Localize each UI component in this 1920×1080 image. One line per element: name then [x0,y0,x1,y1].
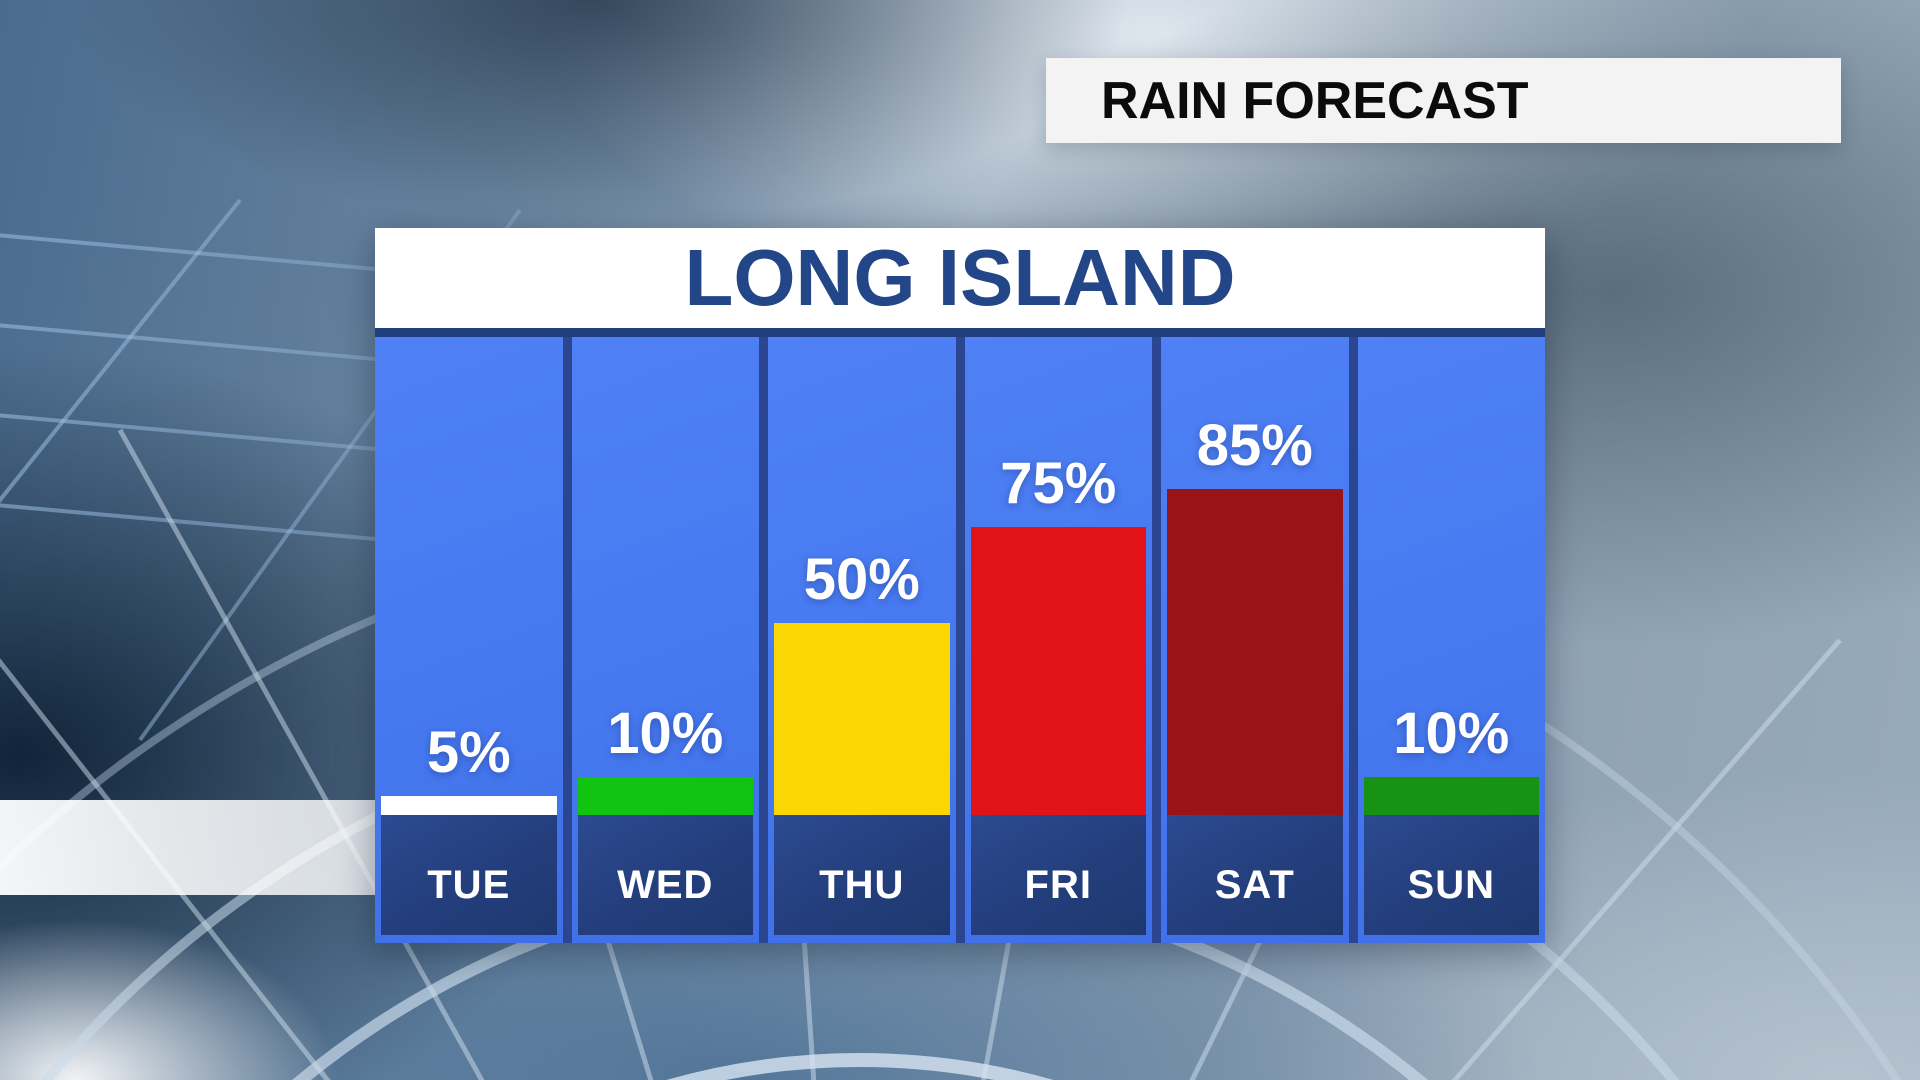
rain-forecast-title: RAIN FORECAST [1101,71,1529,130]
forecast-day-column: 10% SUN [1357,337,1545,943]
day-label: FRI [1024,862,1092,907]
percent-label: 5% [426,720,511,785]
rain-bar [1363,777,1539,815]
percent-label: 10% [1393,701,1510,766]
day-footer: TUE [381,815,557,935]
percent-label: 50% [803,547,920,612]
rain-bar [577,777,753,815]
day-label: TUE [427,862,511,907]
panel-title: LONG ISLAND [375,228,1545,328]
rain-forecast-banner: RAIN FORECAST [1046,58,1841,143]
forecast-day-column: 10% WED [571,337,759,943]
rain-bar [381,796,557,815]
rain-bar [1167,489,1343,815]
day-footer: FRI [970,815,1146,935]
forecast-day-column: 85% SAT [1161,337,1349,943]
day-footer: WED [577,815,753,935]
forecast-panel: LONG ISLAND 5% TUE 10% WED 50% THU 75% F… [375,228,1545,943]
forecast-day-column: 75% FRI [964,337,1152,943]
forecast-day-column: 5% TUE [375,337,563,943]
day-label: SUN [1407,862,1495,907]
day-label: WED [617,862,714,907]
day-label: THU [819,862,905,907]
percent-label: 10% [607,701,724,766]
percent-label: 85% [1196,413,1313,478]
day-footer: THU [774,815,950,935]
title-divider [375,328,1545,337]
day-footer: SAT [1167,815,1343,935]
day-label: SAT [1214,862,1295,907]
forecast-columns: 5% TUE 10% WED 50% THU 75% FRI 85% SAT 1 [375,337,1545,943]
percent-label: 75% [1000,451,1117,516]
forecast-day-column: 50% THU [768,337,956,943]
rain-bar [970,527,1146,815]
rain-bar [774,623,950,815]
day-footer: SUN [1363,815,1539,935]
